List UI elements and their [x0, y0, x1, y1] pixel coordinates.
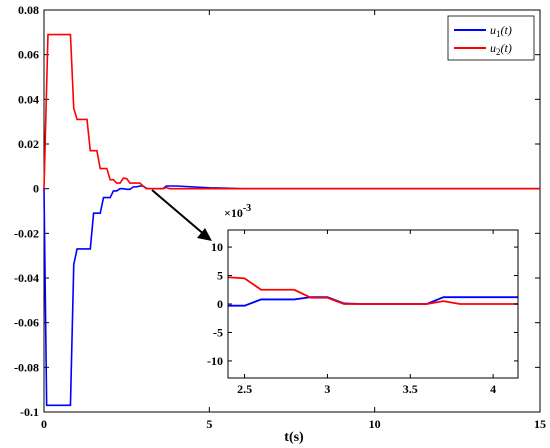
legend-u1-suffix: (t) — [501, 23, 512, 37]
legend-u1-main: u — [490, 23, 496, 37]
main-y-tick-label: 0.02 — [18, 137, 39, 151]
inset-y-tick-label: 10 — [211, 240, 223, 254]
legend-u1-sub: 1 — [496, 29, 501, 39]
main-y-tick-label: -0.06 — [14, 316, 39, 330]
inset-y-tick-label: -5 — [213, 325, 223, 339]
inset-scale-base: ×10 — [224, 206, 243, 220]
inset-x-tick-label: 3 — [324, 382, 330, 396]
main-x-tick-label: 15 — [534, 417, 546, 431]
inset-x-tick-label: 2.5 — [237, 382, 252, 396]
inset-x-tick-label: 3.5 — [403, 382, 418, 396]
main-y-tick-label: -0.08 — [14, 360, 39, 374]
legend-u2-main: u — [490, 41, 496, 55]
inset-scale-label: ×10-3 — [224, 203, 251, 220]
main-x-tick-label: 0 — [41, 417, 47, 431]
inset-series-lines — [227, 276, 518, 307]
zoom-arrow-head — [197, 228, 212, 241]
main-y-tick-label: -0.04 — [14, 271, 39, 285]
main-y-tick-label: 0 — [33, 182, 39, 196]
main-y-tick-label: 0.06 — [18, 48, 39, 62]
legend-entry-u1: u1(t) — [490, 23, 512, 39]
legend-u2-suffix: (t) — [501, 41, 512, 55]
legend: u1(t) u2(t) — [447, 15, 535, 61]
inset-scale-exp: -3 — [243, 203, 251, 214]
main-series-lines — [43, 33, 540, 407]
zoom-arrow — [151, 189, 212, 241]
inset-y-tick-label: -10 — [207, 354, 223, 368]
inset-y-tick-label: 0 — [217, 297, 223, 311]
x-axis-label: t(s) — [284, 430, 304, 445]
main-x-axis: 0 5 10 15 — [41, 10, 546, 431]
inset-series-line-u2 — [227, 276, 518, 305]
legend-entry-u2: u2(t) — [490, 41, 512, 57]
main-x-tick-label: 5 — [206, 417, 212, 431]
main-y-tick-label: 0.08 — [18, 3, 39, 17]
main-x-tick-label: 10 — [369, 417, 381, 431]
inset-y-axis: 10 5 0 -5 -10 — [207, 240, 518, 368]
inset-y-tick-label: 5 — [217, 269, 223, 283]
main-y-tick-label: 0.04 — [18, 92, 39, 106]
inset-x-tick-label: 4 — [490, 382, 496, 396]
series-line-u2 — [43, 33, 540, 190]
legend-u2-sub: 2 — [496, 47, 501, 57]
inset-x-axis: 2.5 3 3.5 4 — [237, 230, 496, 396]
series-line-u1 — [43, 185, 540, 407]
main-y-tick-label: -0.02 — [14, 226, 39, 240]
legend-box — [447, 15, 535, 61]
zoom-arrow-shaft — [151, 189, 207, 237]
main-y-tick-label: -0.1 — [20, 405, 39, 419]
